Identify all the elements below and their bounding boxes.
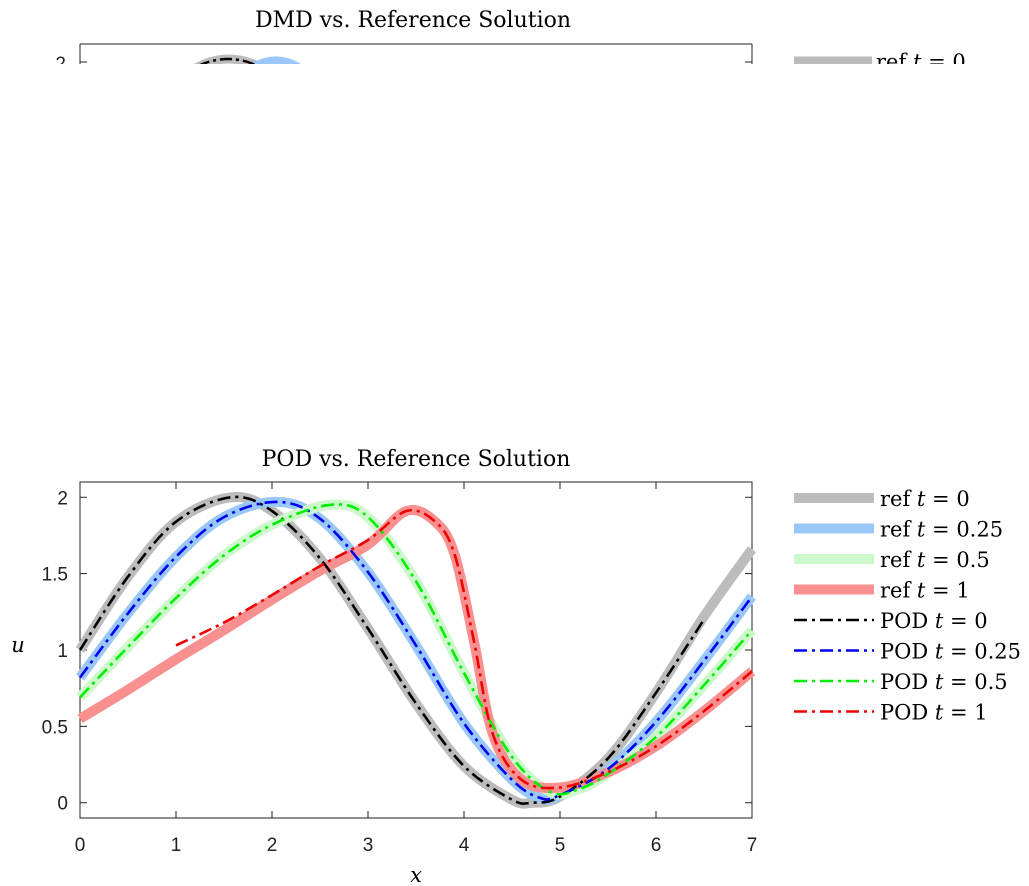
dmd-plot-box <box>79 43 753 64</box>
x-tick-label: 2 <box>267 835 278 856</box>
legend-label-pod-t-0-5: POD t = 0.5 <box>880 670 1008 694</box>
x-tick-label: 1 <box>171 835 182 856</box>
y-tick-label: 1.5 <box>42 565 68 586</box>
legend-label-ref-t-0-5: ref t = 0.5 <box>880 548 990 572</box>
dmd-ytick-label: 2 <box>55 54 66 75</box>
pod-panel: POD vs. Reference Solution 0 1 2 3 4 5 6 7 0 0.5 1… <box>11 447 1021 886</box>
x-tick-label: 6 <box>651 835 662 856</box>
x-tick-label: 0 <box>75 835 86 856</box>
pod-ylabel: u <box>11 633 25 657</box>
series-line-pod-t-1 <box>175 509 753 790</box>
pod-ticks: 0 1 2 3 4 5 6 7 0 0.5 1 1.5 2 <box>42 482 758 856</box>
series-line-pod-t-0 <box>78 495 706 805</box>
legend-label-pod-t-1: POD t = 1 <box>880 701 988 725</box>
pod-legend: ref t = 0 ref t = 0.25 ref t = 0.5 ref t = … <box>794 487 1021 725</box>
dmd-legend-label-ref-t0: ref t = 0 <box>876 50 966 74</box>
y-tick-label: 2 <box>57 488 68 509</box>
pod-xlabel: x <box>410 863 422 886</box>
legend-label-ref-t-0-25: ref t = 0.25 <box>880 518 1003 542</box>
legend-label-ref-t-0: ref t = 0 <box>880 487 970 511</box>
dmd-title: DMD vs. Reference Solution <box>255 8 571 33</box>
legend-label-ref-t-1: ref t = 1 <box>880 579 970 603</box>
dmd-dmd-t0-peek <box>199 57 257 64</box>
pod-series <box>75 491 757 809</box>
legend-label-pod-t-0: POD t = 0 <box>880 609 988 633</box>
legend-label-pod-t-0-25: POD t = 0.25 <box>880 640 1021 664</box>
x-tick-label: 7 <box>747 835 758 856</box>
series-line-pod-t-0-5 <box>79 503 753 796</box>
y-tick-label: 0 <box>57 794 68 815</box>
y-tick-label: 0.5 <box>42 717 68 738</box>
x-tick-label: 5 <box>555 835 566 856</box>
pod-title: POD vs. Reference Solution <box>262 447 571 472</box>
x-tick-label: 4 <box>459 835 470 856</box>
dmd-ref-t025-peek <box>251 56 301 64</box>
y-tick-label: 1 <box>57 641 68 662</box>
dmd-panel: DMD vs. Reference Solution 2 ref t = 0 <box>55 8 966 75</box>
series-line-pod-t-0-25 <box>78 500 754 801</box>
x-tick-label: 3 <box>363 835 374 856</box>
